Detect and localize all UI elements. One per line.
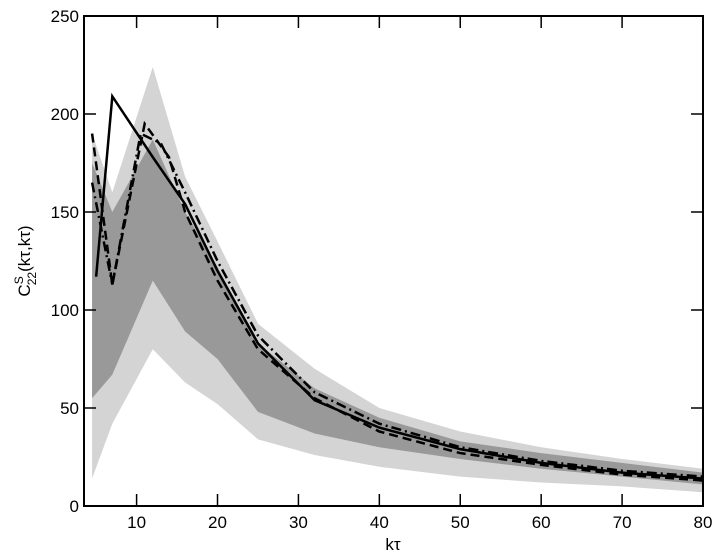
x-tick-label: 50 bbox=[451, 513, 470, 532]
x-tick-label: 10 bbox=[127, 513, 146, 532]
y-tick-label: 250 bbox=[51, 7, 79, 26]
y-label-base: C bbox=[15, 284, 34, 296]
y-tick-label: 0 bbox=[70, 497, 79, 516]
x-tick-label: 60 bbox=[532, 513, 551, 532]
x-tick-label: 70 bbox=[613, 513, 632, 532]
x-tick-label: 40 bbox=[370, 513, 389, 532]
series-line bbox=[94, 92, 704, 480]
y-axis-label: CS22(kτ,kτ) bbox=[12, 225, 39, 296]
series-line bbox=[90, 131, 704, 478]
x-axis-label: kτ bbox=[385, 535, 401, 554]
x-tick-label: 20 bbox=[208, 513, 227, 532]
y-label-sup: S bbox=[12, 276, 26, 284]
plot-frame bbox=[83, 15, 704, 507]
plot-area bbox=[90, 66, 704, 493]
y-tick-label: 150 bbox=[51, 203, 79, 222]
y-tick-label: 100 bbox=[51, 301, 79, 320]
series-line bbox=[90, 120, 704, 482]
y-tick-label: 200 bbox=[51, 105, 79, 124]
band bbox=[92, 139, 704, 485]
y-label-args: (kτ,kτ) bbox=[15, 225, 34, 271]
y-tick-label: 50 bbox=[60, 399, 79, 418]
y-label-sub: 22 bbox=[25, 272, 39, 286]
x-tick-label: 30 bbox=[289, 513, 308, 532]
x-tick-label: 80 bbox=[694, 513, 713, 532]
